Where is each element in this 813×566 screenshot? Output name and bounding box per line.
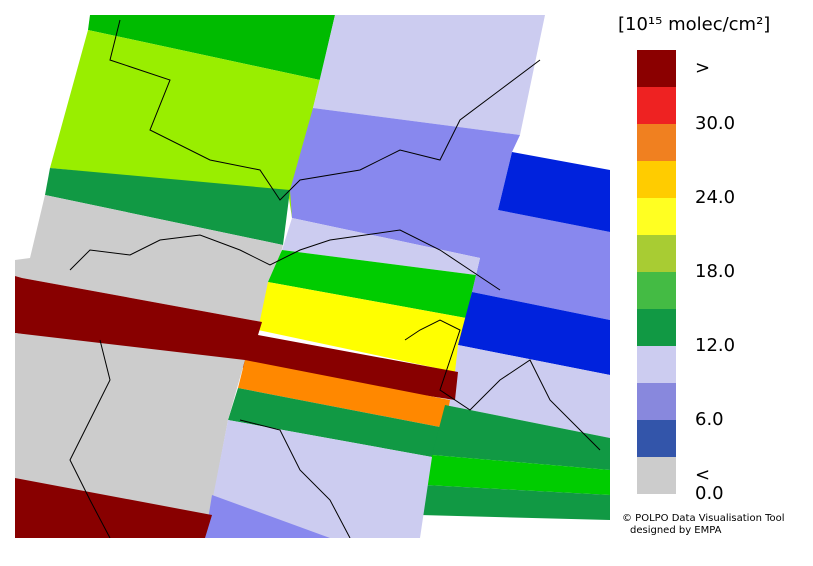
legend-title: [10¹⁵ molec/cm²]: [618, 14, 770, 35]
legend: [10¹⁵ molec/cm²] >30.0 24.0 18.0 12.0 6.0 0.0…: [618, 14, 770, 504]
legend-label: 12.0: [695, 335, 735, 356]
legend-swatch: [637, 87, 676, 124]
legend-label: <: [695, 465, 710, 486]
legend-swatch: [637, 383, 676, 420]
legend-label: 24.0: [695, 187, 735, 208]
legend-swatch: [637, 346, 676, 383]
legend-label: 30.0: [695, 113, 735, 134]
legend-label: 0.0: [695, 483, 724, 504]
credit-line: © POLPO Data Visualisation Tool: [622, 513, 785, 524]
legend-swatch: [637, 161, 676, 198]
credit-line: designed by EMPA: [630, 525, 722, 536]
map: [15, 15, 610, 538]
legend-swatch: [637, 420, 676, 457]
legend-label: >: [695, 58, 710, 79]
legend-swatch: [637, 272, 676, 309]
legend-swatch: [637, 309, 676, 346]
legend-swatch: [637, 457, 676, 494]
legend-swatch: [637, 198, 676, 235]
legend-swatch: [637, 124, 676, 161]
legend-swatch: [637, 50, 676, 87]
legend-label: 6.0: [695, 409, 724, 430]
legend-swatch: [637, 235, 676, 272]
legend-label: 18.0: [695, 261, 735, 282]
